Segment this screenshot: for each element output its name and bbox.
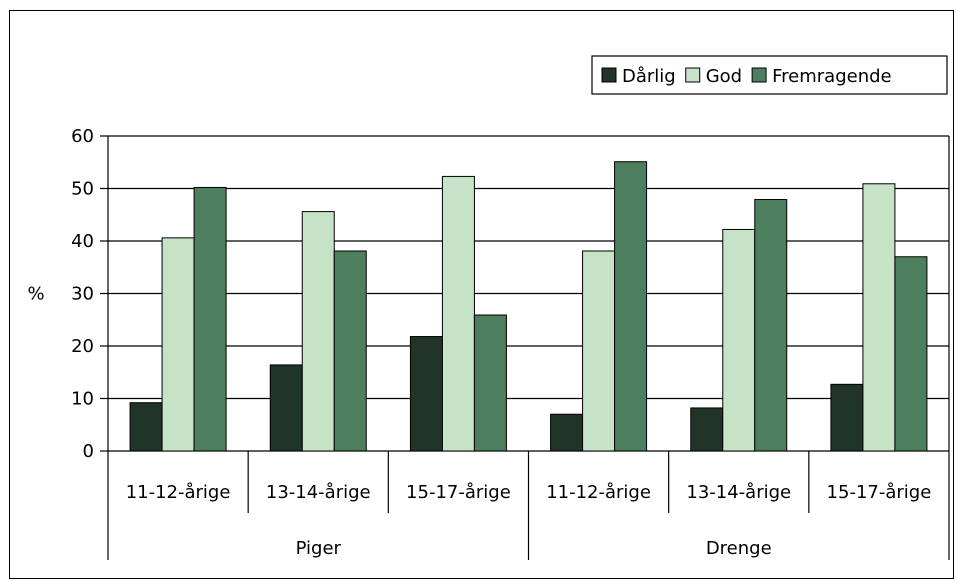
bar-god-3 (582, 250, 616, 452)
bar-fremragende-5 (894, 256, 928, 452)
category-label: 15-17-årige (827, 482, 932, 503)
bar-dårlig-1 (269, 364, 303, 452)
group-label: Drenge (706, 538, 772, 559)
y-tick-label: 10 (71, 389, 94, 410)
bar-dårlig-4 (690, 407, 724, 452)
legend-swatch-god (685, 67, 701, 83)
bar-god-0 (161, 237, 195, 452)
bar-fremragende-0 (193, 186, 227, 452)
category-label: 11-12-årige (126, 482, 231, 503)
bar-dårlig-2 (409, 336, 443, 452)
y-tick-label: 40 (71, 231, 94, 252)
category-label: 11-12-årige (546, 482, 651, 503)
bar-dårlig-3 (550, 413, 584, 452)
legend-label: God (706, 66, 742, 87)
bar-dårlig-0 (129, 402, 163, 452)
y-tick-label: 50 (71, 179, 94, 200)
bar-fremragende-2 (473, 314, 507, 452)
y-tick-label: 0 (83, 441, 94, 462)
legend-swatch-dårlig (601, 67, 617, 83)
group-label: Piger (296, 538, 342, 559)
category-label: 15-17-årige (406, 482, 511, 503)
legend-label: Fremragende (772, 66, 892, 87)
bar-fremragende-3 (614, 161, 648, 452)
y-tick-label: 30 (71, 284, 94, 305)
bar-fremragende-4 (754, 199, 788, 452)
legend-swatch-fremragende (751, 67, 767, 83)
bar-god-5 (862, 183, 896, 452)
bar-god-4 (722, 228, 756, 452)
bar-god-2 (441, 175, 475, 452)
legend-label: Dårlig (622, 66, 676, 87)
bar-god-1 (301, 211, 335, 452)
bar-dårlig-5 (830, 383, 864, 452)
category-label: 13-14-årige (266, 482, 371, 503)
y-tick-label: 60 (71, 126, 94, 147)
legend-box (591, 55, 948, 95)
bar-fremragende-1 (333, 250, 367, 452)
y-tick-label: 20 (71, 336, 94, 357)
category-label: 13-14-årige (686, 482, 791, 503)
y-axis-label: % (27, 284, 44, 305)
